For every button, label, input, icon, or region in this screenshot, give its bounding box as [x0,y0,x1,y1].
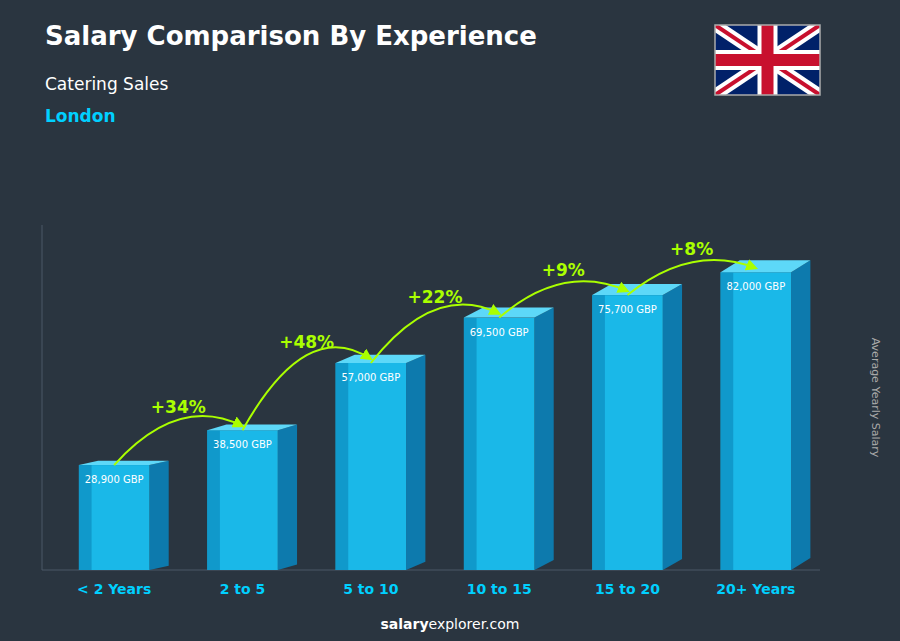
chart: Salary Comparison By Experience Catering … [0,0,900,641]
x-tick-label: 15 to 20 [595,581,660,597]
bar-shade [207,430,220,570]
footer-part: salary [381,616,429,632]
x-tick-label: 10 to 15 [467,581,532,597]
bar-side [406,355,425,570]
bar-shade [464,318,477,570]
bar [336,363,407,570]
bar-top [79,461,169,465]
bar-side [663,284,682,570]
flag [715,25,820,95]
bar-top [592,284,682,295]
pct-change-label: +8% [670,239,713,259]
background [0,0,900,641]
bar-top [207,425,297,431]
bar [721,272,792,570]
bar [207,430,278,570]
data-label: 82,000 GBP [726,281,785,292]
pct-change-label: +22% [408,287,463,307]
data-label: 28,900 GBP [85,474,144,485]
bar-side [278,425,297,570]
subtitle: Catering Sales [45,74,168,94]
bar [592,295,663,570]
x-axis-line [42,570,820,571]
y-axis-line [42,225,43,570]
x-tick-label: 2 to 5 [220,581,266,597]
bar-shade [592,295,605,570]
pct-change-label: +48% [279,332,334,352]
x-tick-label: 5 to 10 [343,581,399,597]
x-tick-label: < 2 Years [77,581,151,597]
data-label: 75,700 GBP [598,304,657,315]
bar [464,318,535,570]
bar-shade [721,272,734,570]
bar-side [791,260,810,570]
data-label: 38,500 GBP [213,439,272,450]
bar-side [149,461,168,570]
footer-part: explorer.com [429,616,520,632]
y-axis-label: Average Yearly Salary [869,338,882,458]
data-label: 69,500 GBP [470,327,529,338]
x-tick-label: 20+ Years [716,581,795,597]
bar [79,465,150,570]
pct-change-label: +34% [151,397,206,417]
change-arrow [243,347,371,430]
bar-side [534,308,553,570]
pct-change-label: +9% [542,260,585,280]
title: Salary Comparison By Experience [45,21,537,51]
subtitle: London [45,106,116,126]
chart-container: Salary Comparison By Experience Catering … [0,0,900,641]
footer: salaryexplorer.com [381,616,520,632]
data-label: 57,000 GBP [341,372,400,383]
bar-top [336,355,426,363]
change-arcs [114,260,756,465]
bars [79,260,811,570]
bar-shade [336,363,349,570]
